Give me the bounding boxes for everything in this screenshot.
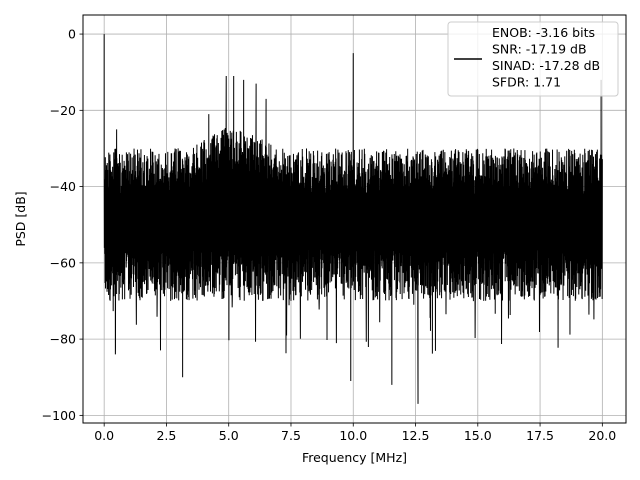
legend-text-sfdr: SFDR: 1.71 xyxy=(492,75,561,90)
x-tick-label: 7.5 xyxy=(281,428,301,443)
y-axis-label: PSD [dB] xyxy=(13,191,28,246)
x-tick-label: 20.0 xyxy=(588,428,616,443)
axes-frame xyxy=(82,14,627,424)
psd-series-line xyxy=(103,34,603,404)
y-tick-label: −20 xyxy=(50,103,76,118)
x-tick-label: 10.0 xyxy=(339,428,367,443)
y-tick-label: −80 xyxy=(50,332,76,347)
legend: ENOB: -3.16 bits SNR: -17.19 dB SINAD: -… xyxy=(447,21,619,97)
x-tick-label: 12.5 xyxy=(402,428,430,443)
x-tick-label: 2.5 xyxy=(156,428,176,443)
legend-text-sinad: SINAD: -17.28 dB xyxy=(492,58,600,73)
y-tick-label: −60 xyxy=(50,255,76,270)
plot-area xyxy=(103,34,603,404)
x-axis-label: Frequency [MHz] xyxy=(302,450,407,465)
legend-text-enob: ENOB: -3.16 bits xyxy=(492,25,595,40)
y-tick-label: −100 xyxy=(42,408,76,423)
ticks: 0.0 2.5 5.0 7.5 10.0 12.5 15.0 17.5 20.0 0 −20 −40 −… xyxy=(42,27,617,443)
x-tick-label: 0.0 xyxy=(94,428,114,443)
legend-box xyxy=(447,21,619,97)
x-tick-label: 17.5 xyxy=(526,428,554,443)
legend-text-snr: SNR: -17.19 dB xyxy=(492,42,587,57)
x-tick-label: 5.0 xyxy=(219,428,239,443)
y-tick-label: −40 xyxy=(50,179,76,194)
x-tick-label: 15.0 xyxy=(464,428,492,443)
y-tick-label: 0 xyxy=(68,27,76,42)
